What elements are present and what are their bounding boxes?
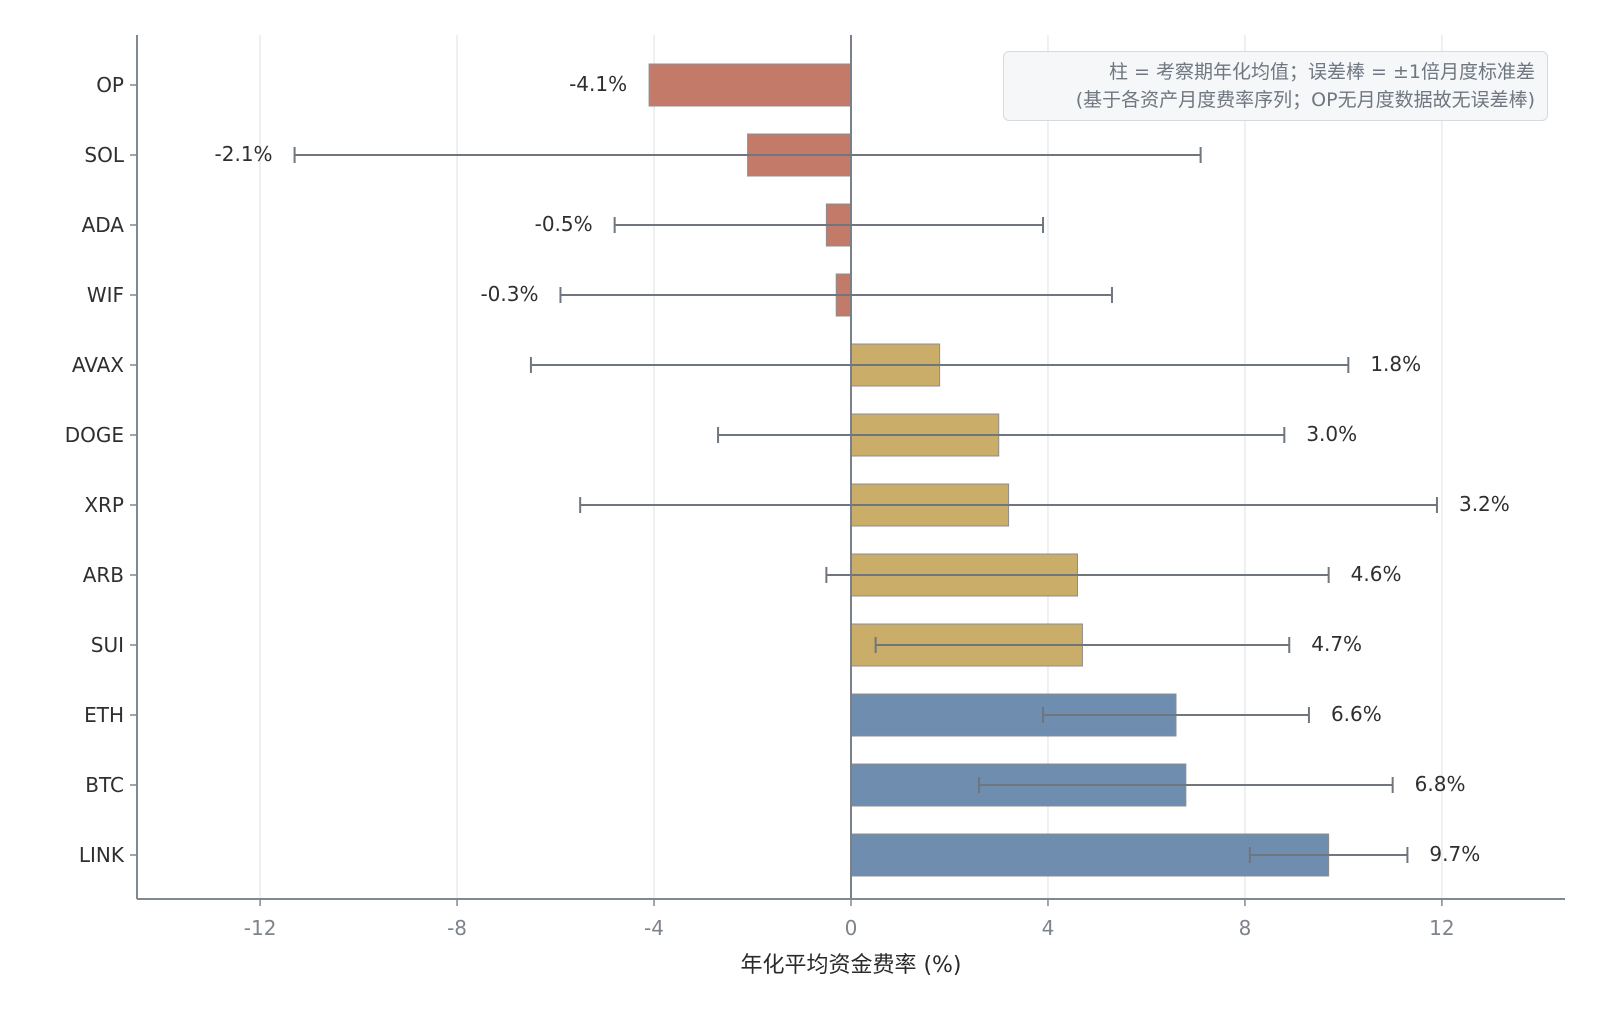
y-tick-label: SOL [84,143,124,167]
value-label: 9.7% [1429,842,1480,866]
value-labels: -4.1% -2.1% -0.5% -0.3% 1.8% 3.0% 3.2% 4.6% 4.7%… [215,72,1510,866]
y-tick-label: DOGE [65,423,124,447]
error-bar [978,777,1394,793]
value-label: 3.0% [1306,422,1357,446]
y-tick-label: AVAX [72,353,124,377]
y-tick-label: OP [96,73,124,97]
annotation-line-2: (基于各资产月度费率序列；OP无月度数据故无误差棒) [1075,89,1535,111]
bars [648,63,1330,877]
chart-annotation-box: 柱 = 考察期年化均值；误差棒 = ±1倍月度标准差 (基于各资产月度费率序列；… [1003,51,1548,121]
error-bars [293,147,1438,863]
x-tick-label: 4 [1042,916,1055,940]
grid-lines [259,35,1443,899]
error-bar [579,497,1438,513]
error-bar [1042,707,1310,723]
x-tick-label: 0 [845,916,858,940]
x-axis-label: 年化平均资金费率 (%) [740,953,961,978]
y-tick-label: XRP [84,493,124,517]
y-tick-label: ADA [82,213,125,237]
value-label: 4.6% [1351,562,1402,586]
error-bar [874,637,1291,653]
y-tick-label: ARB [83,563,124,587]
error-bar [717,427,1286,443]
x-tick-label: -8 [447,916,467,940]
error-bar [529,357,1350,373]
x-tick-label: -12 [244,916,277,940]
y-tick-label: WIF [87,283,124,307]
value-label: 3.2% [1459,492,1510,516]
error-bar [825,567,1330,583]
error-bar [1248,847,1409,863]
bar [648,63,852,107]
error-bar [293,147,1202,163]
value-label: -0.3% [480,282,538,306]
y-tick-label: LINK [79,843,125,867]
value-label: 4.7% [1311,632,1362,656]
x-tick-label: 8 [1239,916,1252,940]
y-tick-label: ETH [84,703,124,727]
x-tick-label: 12 [1429,916,1454,940]
ticks: -12 -8 -4 0 4 8 12 OP SOL ADA WIF AVAX DOGE XRP ARB SUI… [65,73,1455,940]
error-bar [613,217,1045,233]
value-label: -0.5% [535,212,593,236]
y-tick-label: BTC [85,773,124,797]
value-label: 6.6% [1331,702,1382,726]
error-bar [559,287,1113,303]
x-tick-label: -4 [644,916,664,940]
value-label: 1.8% [1370,352,1421,376]
value-label: -2.1% [215,142,273,166]
annotation-line-1: 柱 = 考察期年化均值；误差棒 = ±1倍月度标准差 [1108,61,1535,83]
value-label: 6.8% [1415,772,1466,796]
value-label: -4.1% [569,72,627,96]
y-tick-label: SUI [91,633,124,657]
